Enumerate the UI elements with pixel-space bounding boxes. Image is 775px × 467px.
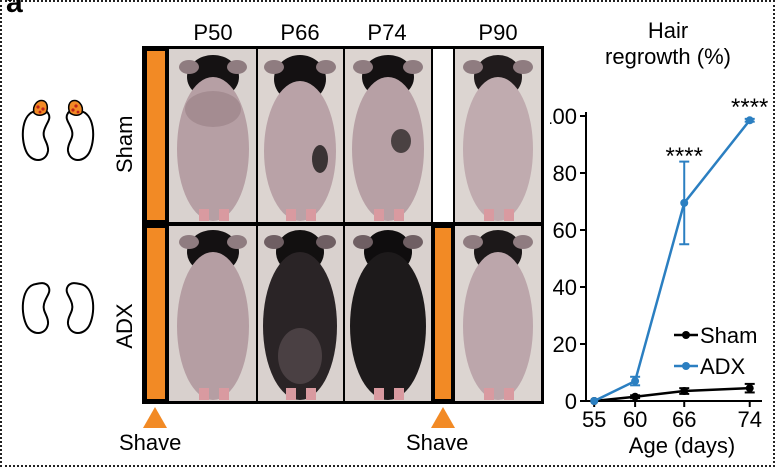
shave-bar-adx-second <box>433 226 453 401</box>
column-header-p90: P90 <box>478 20 518 45</box>
data-point-adx-74 <box>745 116 754 125</box>
gap-sham <box>433 49 453 222</box>
y-tick-label-100: 100 <box>550 104 577 129</box>
y-tick-label-20: 20 <box>553 332 577 357</box>
y-tick-label-60: 60 <box>553 218 577 243</box>
mouse-photo-adx-p66 <box>258 226 343 401</box>
row-label-adx: ADX <box>112 303 137 349</box>
legend-label-adx: ADX <box>700 354 746 379</box>
column-header-p66: P66 <box>280 20 320 45</box>
data-point-adx-60 <box>631 377 640 386</box>
data-point-sham-60 <box>631 392 640 401</box>
shave-bar-sham <box>145 49 167 222</box>
significance-marker-66: **** <box>666 143 703 170</box>
column-header-p74: P74 <box>367 20 407 45</box>
legend-label-sham: Sham <box>700 323 757 348</box>
shave-label-1: Shave <box>119 430 182 455</box>
shave-label-2: Shave <box>406 430 469 455</box>
mouse-photo-adx-p50 <box>169 226 256 401</box>
data-point-sham-74 <box>745 384 754 393</box>
legend-marker-adx <box>682 362 690 370</box>
x-tick-label-55: 55 <box>582 407 606 432</box>
shave-bar-adx-start <box>145 226 167 401</box>
series-line-sham <box>594 386 750 403</box>
data-point-adx-55 <box>590 397 599 405</box>
photo-grid <box>142 46 544 404</box>
mouse-photo-adx-p90 <box>455 226 541 401</box>
kidney-without-adrenal-icon <box>21 282 95 334</box>
x-tick-label-60: 60 <box>623 407 647 432</box>
data-point-sham-66 <box>680 387 689 396</box>
mouse-photo-adx-p74 <box>345 226 431 401</box>
legend-marker-sham <box>682 331 690 339</box>
significance-marker-74: **** <box>731 94 768 121</box>
chart-title-line-0: Hair <box>648 18 688 43</box>
kidney-with-adrenal-icon <box>21 99 95 161</box>
column-header-p50: P50 <box>193 20 233 45</box>
y-tick-label-80: 80 <box>553 161 577 186</box>
mouse-photo-sham-p74 <box>345 49 431 222</box>
shave-triangle-icon-1 <box>143 407 167 428</box>
y-tick-label-0: 0 <box>565 389 577 414</box>
mouse-photo-sham-p90 <box>455 49 541 222</box>
panel-letter: a <box>6 0 23 19</box>
x-tick-label-74: 74 <box>737 407 761 432</box>
x-tick-label-66: 66 <box>672 407 696 432</box>
data-point-adx-66 <box>680 198 689 207</box>
chart-title-line-1: regrowth (%) <box>605 44 731 69</box>
y-tick-label-40: 40 <box>553 275 577 300</box>
series-line-adx <box>593 119 751 403</box>
mouse-photo-sham-p66 <box>258 49 343 222</box>
x-axis-label: Age (days) <box>629 433 735 458</box>
shave-triangle-icon-2 <box>431 407 455 428</box>
row-label-sham: Sham <box>112 115 137 173</box>
mouse-photo-sham-p50 <box>169 49 256 222</box>
